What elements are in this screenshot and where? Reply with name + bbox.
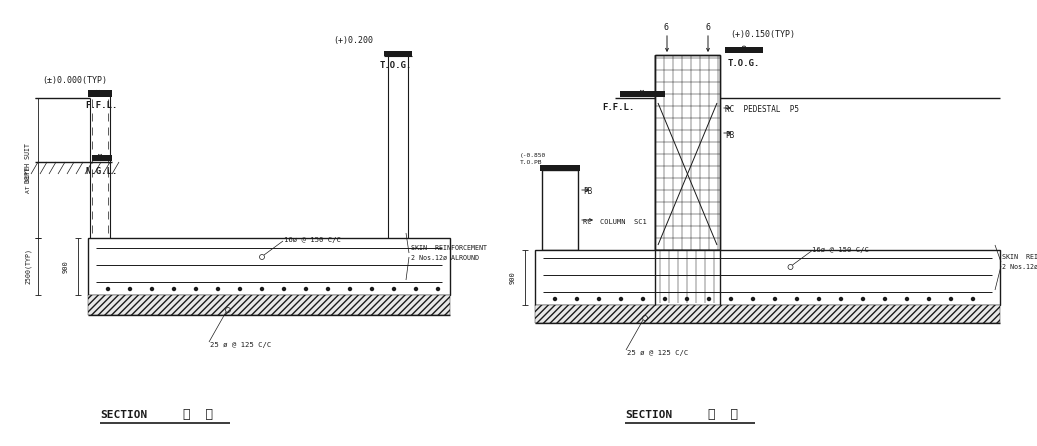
Bar: [542, 170, 578, 250]
Bar: [384, 51, 412, 56]
Text: 2 Nos.12ø  ALROUND: 2 Nos.12ø ALROUND: [1002, 264, 1037, 270]
Circle shape: [950, 297, 953, 301]
Circle shape: [795, 297, 798, 301]
Text: (+)0.200: (+)0.200: [333, 36, 373, 45]
Text: 6: 6: [705, 22, 710, 32]
Text: AT SITE: AT SITE: [26, 167, 30, 193]
Circle shape: [305, 288, 308, 290]
Bar: [535, 305, 1000, 323]
Circle shape: [884, 297, 887, 301]
Text: F.F.L.: F.F.L.: [85, 102, 117, 111]
Bar: [88, 90, 112, 97]
Circle shape: [840, 297, 842, 301]
Circle shape: [239, 288, 242, 290]
Text: N.G.L.: N.G.L.: [85, 166, 117, 175]
Bar: [535, 250, 1000, 305]
Text: SECTION: SECTION: [625, 410, 672, 420]
Text: 6: 6: [664, 22, 669, 32]
Circle shape: [392, 288, 395, 290]
Text: 16ø @ 150 C/C: 16ø @ 150 C/C: [284, 237, 341, 243]
Text: (-0.850: (-0.850: [520, 153, 546, 158]
Text: 25 ø @ 125 C/C: 25 ø @ 125 C/C: [627, 350, 689, 356]
Circle shape: [150, 288, 153, 290]
Circle shape: [370, 288, 373, 290]
Bar: [92, 155, 112, 161]
Circle shape: [217, 288, 220, 290]
Circle shape: [752, 297, 755, 301]
Text: 2500(TYP): 2500(TYP): [25, 248, 31, 285]
Text: 25 ø @ 125 C/C: 25 ø @ 125 C/C: [211, 342, 272, 348]
Circle shape: [327, 288, 330, 290]
Text: Ⓢ  Ⓢ: Ⓢ Ⓢ: [168, 409, 213, 421]
Circle shape: [927, 297, 930, 301]
Circle shape: [862, 297, 865, 301]
Text: 16ø @ 150 C/C: 16ø @ 150 C/C: [813, 247, 869, 253]
Circle shape: [129, 288, 132, 290]
Bar: [725, 47, 763, 53]
Circle shape: [972, 297, 975, 301]
Circle shape: [348, 288, 352, 290]
Text: SKIN  REINFORCEMENT: SKIN REINFORCEMENT: [1002, 254, 1037, 260]
Circle shape: [282, 288, 285, 290]
Circle shape: [576, 297, 579, 301]
Text: RC  PEDESTAL  P5: RC PEDESTAL P5: [725, 106, 798, 115]
Text: PB: PB: [583, 187, 592, 197]
Circle shape: [437, 288, 440, 290]
Circle shape: [597, 297, 600, 301]
Circle shape: [172, 288, 175, 290]
Bar: [620, 91, 665, 97]
Text: PB: PB: [725, 131, 734, 140]
Bar: [655, 55, 720, 250]
Bar: [540, 165, 580, 171]
Circle shape: [685, 297, 689, 301]
Circle shape: [642, 297, 645, 301]
Text: RC  COLUMN  SC1: RC COLUMN SC1: [583, 219, 647, 225]
Circle shape: [554, 297, 557, 301]
Circle shape: [729, 297, 732, 301]
Bar: [88, 295, 450, 315]
Circle shape: [195, 288, 197, 290]
Text: Ⓡ  Ⓡ: Ⓡ Ⓡ: [693, 409, 738, 421]
Bar: [542, 170, 578, 250]
Circle shape: [107, 288, 110, 290]
Text: F.F.L.: F.F.L.: [602, 103, 635, 112]
Text: SECTION: SECTION: [100, 410, 147, 420]
Text: T.O.PB: T.O.PB: [520, 161, 542, 165]
Circle shape: [619, 297, 622, 301]
Text: SKIN  REINFORCEMENT: SKIN REINFORCEMENT: [411, 245, 487, 251]
Circle shape: [817, 297, 820, 301]
Circle shape: [707, 297, 710, 301]
Text: T.O.G.: T.O.G.: [728, 58, 760, 67]
Text: 900: 900: [510, 271, 516, 284]
Circle shape: [774, 297, 777, 301]
Text: 900: 900: [63, 260, 69, 273]
Circle shape: [664, 297, 667, 301]
Text: (+)0.150(TYP): (+)0.150(TYP): [730, 29, 795, 38]
Circle shape: [415, 288, 418, 290]
Circle shape: [260, 288, 263, 290]
Bar: [655, 55, 720, 250]
Text: DEPTH SUIT: DEPTH SUIT: [25, 143, 31, 183]
Text: 2 Nos.12ø ALROUND: 2 Nos.12ø ALROUND: [411, 255, 479, 261]
Circle shape: [905, 297, 908, 301]
Text: T.O.G.: T.O.G.: [380, 62, 413, 70]
Bar: [88, 238, 450, 295]
Text: (±)0.000(TYP): (±)0.000(TYP): [43, 75, 107, 84]
